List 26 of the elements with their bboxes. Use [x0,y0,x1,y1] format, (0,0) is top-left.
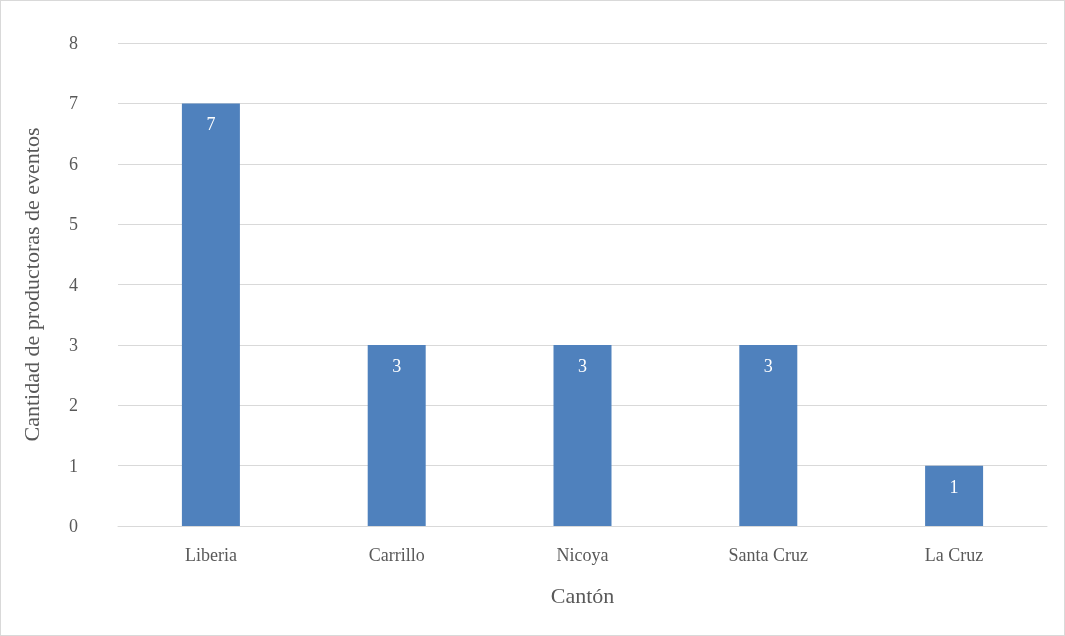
y-tick-label: 0 [69,516,78,536]
x-axis-title: Cantón [550,582,615,608]
x-tick-label: La Cruz [924,545,984,565]
y-tick-label: 4 [69,274,78,295]
y-axis-title: Cantidad de productoras de eventos [18,127,44,442]
bar [367,344,426,526]
x-tick-label: Santa Cruz [728,545,809,565]
y-tick-label: 3 [69,334,78,355]
y-tick-label: 8 [69,33,78,53]
y-tick-label: 1 [69,455,78,476]
data-label: 3 [763,355,773,376]
bar [553,344,612,526]
bar [181,103,240,526]
data-label: 3 [578,355,587,376]
data-label: 7 [206,114,216,135]
y-tick-label: 6 [69,153,78,174]
y-tick-label: 2 [69,395,78,416]
x-tick-label: Liberia [184,545,237,565]
data-label: 3 [392,355,402,376]
x-tick-label: Nicoya [556,545,609,565]
data-label: 1 [949,476,959,497]
y-tick-label: 5 [69,214,78,235]
y-tick-label: 7 [69,93,78,114]
x-tick-label: Carrillo [368,545,425,565]
bar [925,465,984,526]
bar [739,344,798,526]
